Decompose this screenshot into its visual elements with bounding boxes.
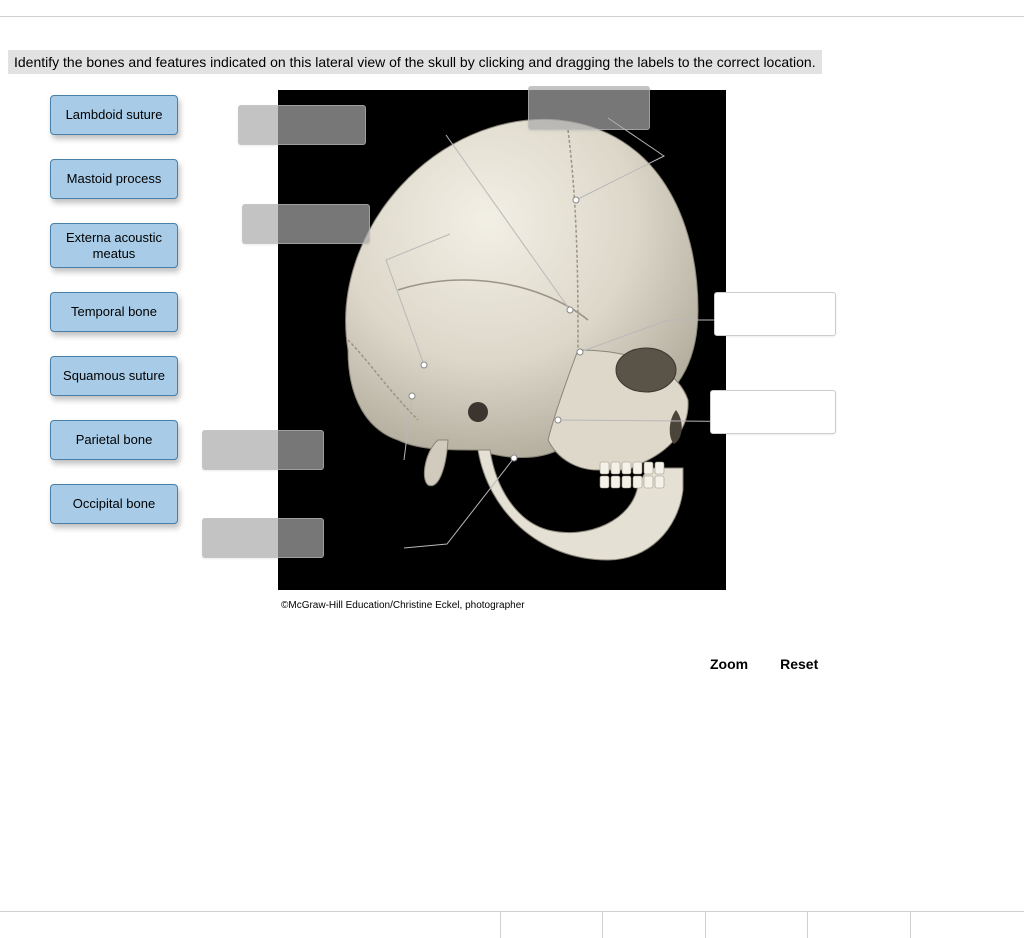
drop-zone[interactable] xyxy=(202,430,324,470)
top-divider xyxy=(0,16,1024,17)
drop-zone[interactable] xyxy=(202,518,324,558)
bottom-nav-placeholder xyxy=(500,912,1012,938)
label-bank: Lambdoid suture Mastoid process Externa … xyxy=(50,95,178,524)
label-lambdoid-suture[interactable]: Lambdoid suture xyxy=(50,95,178,135)
label-mastoid-process[interactable]: Mastoid process xyxy=(50,159,178,199)
label-parietal-bone[interactable]: Parietal bone xyxy=(50,420,178,460)
zoom-button[interactable]: Zoom xyxy=(710,656,748,672)
label-external-acoustic-meatus[interactable]: Externa acoustic meatus xyxy=(50,223,178,268)
instruction-text: Identify the bones and features indicate… xyxy=(8,50,822,74)
drop-zone[interactable] xyxy=(528,86,650,130)
reset-button[interactable]: Reset xyxy=(780,656,818,672)
drop-zone[interactable] xyxy=(238,105,366,145)
label-temporal-bone[interactable]: Temporal bone xyxy=(50,292,178,332)
image-credit: ©McGraw-Hill Education/Christine Eckel, … xyxy=(281,600,525,611)
skull-illustration xyxy=(278,90,726,590)
diagram-controls: Zoom Reset xyxy=(710,656,818,672)
drop-zone[interactable] xyxy=(710,390,836,434)
label-occipital-bone[interactable]: Occipital bone xyxy=(50,484,178,524)
drop-zone[interactable] xyxy=(242,204,370,244)
drop-zone[interactable] xyxy=(714,292,836,336)
diagram-area xyxy=(278,90,726,590)
label-squamous-suture[interactable]: Squamous suture xyxy=(50,356,178,396)
